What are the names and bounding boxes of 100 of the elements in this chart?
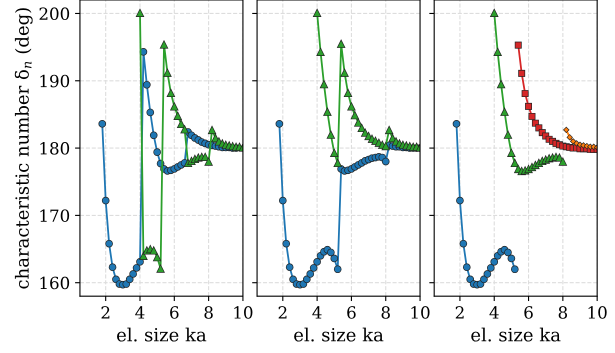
point xyxy=(480,276,488,284)
point xyxy=(563,126,570,134)
point xyxy=(180,125,189,134)
point xyxy=(176,120,186,128)
point xyxy=(170,102,178,111)
point xyxy=(166,88,176,98)
x-tick-label: 8 xyxy=(204,306,213,319)
point xyxy=(98,120,106,128)
x-tick-label: 10 xyxy=(588,306,607,319)
y-tick-label: 160 xyxy=(40,276,70,290)
point xyxy=(490,258,498,266)
point xyxy=(146,108,154,116)
point xyxy=(507,148,516,157)
point xyxy=(313,258,321,266)
point xyxy=(456,196,464,204)
point xyxy=(334,265,342,274)
point xyxy=(312,8,322,17)
point xyxy=(522,90,529,98)
point xyxy=(327,248,335,256)
point xyxy=(490,8,498,17)
point xyxy=(323,108,332,116)
y-tick-label: 190 xyxy=(40,74,70,88)
point xyxy=(316,48,325,56)
point xyxy=(518,70,526,77)
point xyxy=(150,246,158,255)
x-tick-label: 2 xyxy=(456,306,464,319)
point xyxy=(452,120,460,128)
point xyxy=(278,196,287,204)
point xyxy=(462,263,471,272)
x-tick-label: 10 xyxy=(234,306,252,319)
point xyxy=(282,240,290,248)
point xyxy=(286,263,294,272)
point xyxy=(156,264,165,273)
x-axis-title: el. size ka xyxy=(471,328,560,342)
point xyxy=(102,196,110,204)
point xyxy=(126,276,134,284)
point xyxy=(153,148,161,156)
y-axis-title: characteristic number δ$_{n}$ (deg) xyxy=(14,8,33,289)
x-tick-label: 10 xyxy=(411,306,430,319)
point xyxy=(496,80,506,88)
point xyxy=(143,80,151,89)
point xyxy=(350,110,360,120)
x-tick-label: 2 xyxy=(278,306,286,319)
point xyxy=(336,40,346,48)
point xyxy=(340,68,349,77)
point xyxy=(570,138,576,144)
point xyxy=(382,158,390,166)
y-tick-label: 180 xyxy=(40,142,70,155)
point xyxy=(493,48,502,56)
point xyxy=(160,40,168,49)
point xyxy=(208,126,216,134)
x-tick-label: 4 xyxy=(489,306,499,319)
point xyxy=(132,264,140,272)
point xyxy=(510,265,519,274)
x-tick-label: 6 xyxy=(347,306,356,319)
point xyxy=(139,252,148,260)
point xyxy=(358,124,366,132)
point xyxy=(276,120,284,128)
x-tick-label: 8 xyxy=(382,306,390,319)
point xyxy=(384,126,394,134)
point xyxy=(320,80,328,88)
x-axis-title: el. size ka xyxy=(294,328,384,342)
point xyxy=(330,148,338,157)
point xyxy=(310,264,318,272)
point xyxy=(508,254,516,262)
point xyxy=(504,130,512,139)
point xyxy=(344,88,352,98)
x-axis-title: el. size ka xyxy=(117,328,206,342)
point xyxy=(528,112,536,120)
point xyxy=(558,157,568,166)
x-tick-label: 2 xyxy=(102,306,110,319)
point xyxy=(330,254,338,262)
x-tick-label: 4 xyxy=(312,306,322,319)
point xyxy=(334,158,342,168)
x-tick-label: 6 xyxy=(524,306,533,319)
point xyxy=(525,102,532,110)
x-tick-label: 8 xyxy=(558,306,568,319)
point xyxy=(163,68,172,77)
x-tick-label: 6 xyxy=(170,306,179,319)
point xyxy=(129,270,137,278)
point xyxy=(460,240,468,248)
point xyxy=(347,102,356,111)
point xyxy=(484,270,492,278)
point xyxy=(510,158,519,168)
point xyxy=(382,142,390,150)
point xyxy=(504,248,512,256)
point xyxy=(174,112,182,120)
point xyxy=(326,130,336,139)
point xyxy=(108,263,116,272)
x-tick-label: 4 xyxy=(135,306,144,319)
point xyxy=(152,252,162,262)
point xyxy=(500,108,509,116)
point xyxy=(306,270,314,278)
y-tick-label: 170 xyxy=(40,209,70,222)
point xyxy=(105,240,113,248)
point xyxy=(303,276,311,284)
y-tick-label: 200 xyxy=(40,7,70,20)
point xyxy=(514,42,522,49)
point xyxy=(486,264,495,272)
point xyxy=(136,8,144,17)
